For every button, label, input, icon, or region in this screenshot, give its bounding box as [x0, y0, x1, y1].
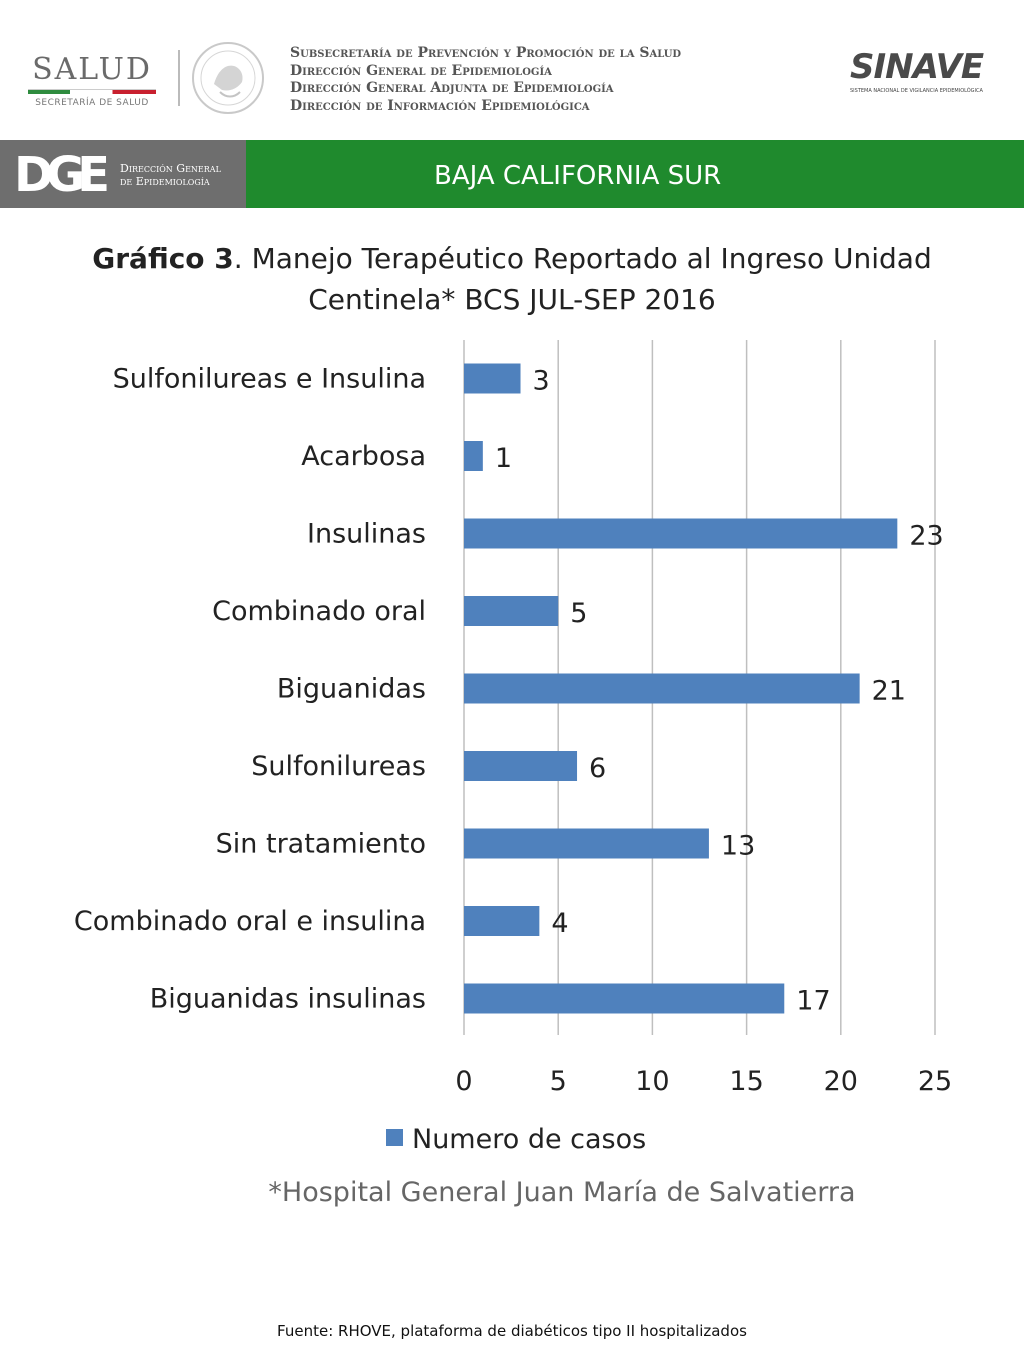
- x-tick-label: 15: [729, 1066, 763, 1097]
- dge-text-line: de Epidemiología: [120, 175, 210, 188]
- bar: [464, 363, 521, 394]
- data-label: 5: [570, 598, 587, 629]
- bar: [464, 518, 898, 549]
- chart-title: Gráfico 3. Manejo Terapéutico Reportado …: [60, 238, 964, 320]
- category-label: Biguanidas: [277, 674, 426, 705]
- state-title: BAJA CALIFORNIA SUR: [434, 161, 722, 191]
- agency-block: Subsecretaría de Prevención y Promoción …: [290, 45, 681, 115]
- dge-text: Dirección General de Epidemiología: [120, 162, 221, 188]
- bar: [464, 751, 578, 781]
- source-note: Fuente: RHOVE, plataforma de diabéticos …: [277, 1322, 747, 1340]
- x-tick-label: 20: [824, 1066, 858, 1097]
- bar: [464, 983, 785, 1014]
- agency-line: Subsecretaría de Prevención y Promoción …: [290, 45, 682, 61]
- x-tick-label: 5: [550, 1066, 567, 1097]
- state-banner: DGE Dirección General de Epidemiología B…: [0, 140, 1024, 208]
- category-label: Biguanidas insulinas: [150, 984, 426, 1015]
- category-label: Sin tratamiento: [216, 829, 426, 860]
- bar: [464, 673, 860, 704]
- sinave-logo: SINAVE SISTEMA NACIONAL DE VIGILANCIA EP…: [850, 48, 995, 100]
- dge-text-line: Dirección General: [120, 162, 221, 175]
- national-seal-icon: [192, 42, 264, 114]
- dge-logo: DGE Dirección General de Epidemiología: [0, 140, 246, 208]
- bar: [464, 906, 540, 936]
- dge-mark: DGE: [14, 147, 110, 203]
- legend-swatch: [386, 1129, 403, 1146]
- sinave-logo-subtitle: SISTEMA NACIONAL DE VIGILANCIA EPIDEMIOL…: [850, 88, 983, 94]
- flag-stripe: [28, 89, 156, 94]
- sinave-logo-word: SINAVE: [850, 47, 984, 87]
- data-label: 17: [796, 986, 830, 1017]
- data-label: 4: [551, 908, 568, 939]
- x-tick-label: 25: [918, 1066, 952, 1097]
- data-label: 3: [533, 366, 550, 397]
- chart-title-bold: Gráfico 3: [92, 242, 234, 275]
- data-label: 23: [909, 521, 943, 552]
- agency-line: Dirección General Adjunta de Epidemiolog…: [290, 80, 614, 96]
- data-label: 1: [495, 443, 512, 474]
- agency-line: Dirección de Información Epidemiológica: [290, 97, 590, 114]
- salud-logo: SALUD SECRETARÍA DE SALUD: [28, 52, 156, 108]
- bar: [464, 441, 483, 471]
- bar: [464, 828, 709, 859]
- header-divider: [178, 50, 180, 106]
- category-label: Combinado oral: [212, 596, 426, 627]
- salud-logo-word: SALUD: [32, 52, 152, 87]
- data-label: 21: [872, 676, 906, 707]
- agency-line: Dirección General de Epidemiología: [290, 62, 552, 79]
- category-label: Acarbosa: [301, 441, 426, 472]
- banner-green: BAJA CALIFORNIA SUR: [246, 140, 1024, 208]
- category-label: Sulfonilureas e Insulina: [113, 364, 426, 395]
- category-label: Combinado oral e insulina: [74, 906, 426, 937]
- category-label: Sulfonilureas: [251, 751, 426, 782]
- salud-logo-subtitle: SECRETARÍA DE SALUD: [35, 98, 149, 108]
- x-tick-label: 0: [455, 1066, 472, 1097]
- x-tick-label: 10: [635, 1066, 669, 1097]
- category-label: Insulinas: [307, 519, 426, 550]
- bar: [464, 596, 559, 626]
- hospital-note: *Hospital General Juan María de Salvatie…: [268, 1177, 856, 1208]
- chart-title-rest: . Manejo Terapéutico Reportado al Ingres…: [233, 242, 932, 316]
- data-label: 13: [721, 831, 755, 862]
- data-label: 6: [589, 753, 606, 784]
- header: SALUD SECRETARÍA DE SALUD Subsecretaría …: [0, 0, 1024, 140]
- legend-label: Numero de casos: [412, 1124, 646, 1155]
